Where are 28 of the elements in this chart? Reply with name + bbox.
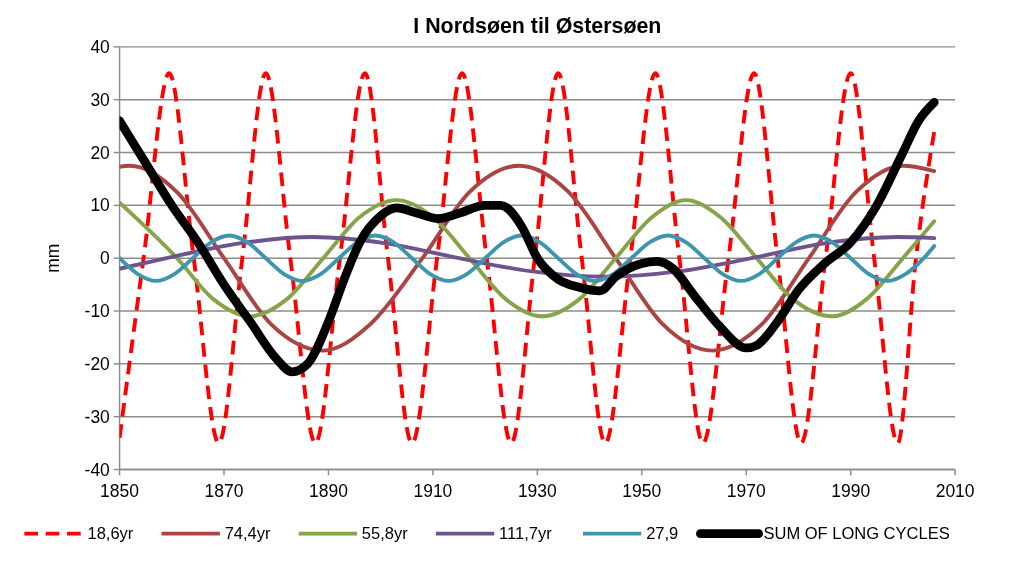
x-tick-label: 1990 bbox=[831, 480, 871, 501]
y-tick-label: -10 bbox=[84, 301, 111, 322]
y-axis-title: mm bbox=[43, 243, 64, 273]
legend-label: 55,8yr bbox=[361, 524, 409, 543]
legend-label: 18,6yr bbox=[87, 524, 134, 543]
y-tick-label: 30 bbox=[90, 89, 111, 110]
y-tick-label: -30 bbox=[84, 406, 111, 427]
legend-label: 74,4yr bbox=[224, 524, 272, 543]
x-tick-label: 1930 bbox=[517, 480, 558, 501]
y-tick-label: -20 bbox=[84, 353, 111, 374]
x-tick-label: 1850 bbox=[100, 480, 140, 501]
y-tick-label: 40 bbox=[90, 36, 111, 57]
legend-label: SUM OF LONG CYCLES bbox=[763, 524, 950, 543]
line-series bbox=[119, 198, 937, 319]
legend-label: 111,7yr bbox=[499, 524, 553, 543]
y-tick-label: 0 bbox=[100, 248, 111, 269]
x-tick-label: 2010 bbox=[935, 480, 975, 501]
y-tick-label: -40 bbox=[84, 459, 111, 480]
y-tick-label: 20 bbox=[90, 142, 111, 163]
x-tick-label: 1950 bbox=[622, 480, 662, 501]
legend-label: 27,9 bbox=[646, 524, 679, 543]
x-tick-label: 1910 bbox=[413, 480, 453, 501]
line-series bbox=[119, 71, 937, 446]
chart-title: I Nordsøen til Østersøen bbox=[413, 14, 662, 39]
x-tick-label: 1870 bbox=[204, 480, 244, 501]
x-tick-label: 1970 bbox=[726, 480, 766, 501]
x-tick-label: 1890 bbox=[309, 480, 349, 501]
y-tick-label: 10 bbox=[90, 195, 111, 216]
